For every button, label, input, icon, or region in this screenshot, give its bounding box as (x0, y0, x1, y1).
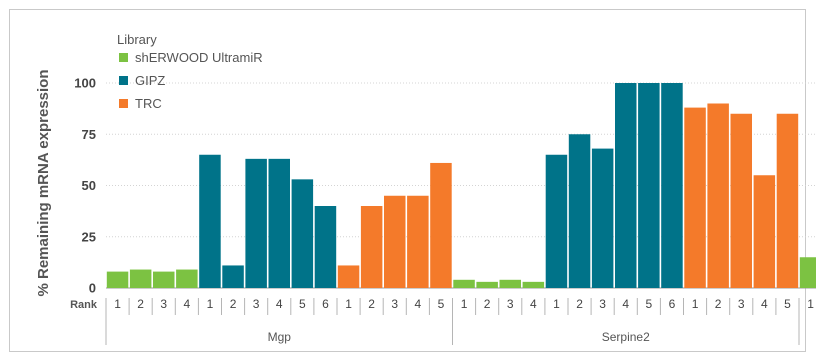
bar (106, 271, 129, 288)
x-tick-label: 1 (461, 297, 468, 311)
legend-label-sherwood: shERWOOD UltramiR (135, 50, 263, 65)
bar (661, 83, 683, 288)
bar (684, 107, 706, 288)
bar (129, 269, 152, 288)
legend-label-gipz: GIPZ (135, 73, 165, 88)
y-tick-label: 75 (82, 127, 96, 142)
y-tick-label: 25 (82, 229, 96, 244)
legend-swatch-sherwood (119, 53, 128, 62)
x-tick-label: 5 (438, 297, 445, 311)
x-tick-label: 5 (784, 297, 791, 311)
bar (314, 206, 337, 288)
x-tick-label: 3 (738, 297, 745, 311)
x-tick-label: 1 (114, 297, 121, 311)
bar (591, 148, 614, 288)
x-tick-label: 2 (230, 297, 237, 311)
y-tick-label: 100 (74, 76, 96, 91)
x-tick-label: 3 (253, 297, 260, 311)
x-tick-label: 1 (207, 297, 214, 311)
bar (707, 103, 729, 288)
x-tick-label: 2 (576, 297, 583, 311)
x-tick-label: 2 (484, 297, 491, 311)
bar (476, 281, 498, 288)
bar (638, 83, 660, 288)
bar (222, 265, 244, 288)
group-label: Serpine2 (602, 330, 650, 344)
bar (776, 113, 799, 288)
bar (153, 271, 175, 288)
x-tick-label: 4 (622, 297, 629, 311)
legend-title: Library (117, 32, 157, 47)
x-tick-label: 1 (345, 297, 352, 311)
bar (753, 175, 776, 288)
x-tick-label: 6 (322, 297, 329, 311)
legend-label-trc: TRC (135, 96, 162, 111)
x-tick-label: 5 (646, 297, 653, 311)
x-tick-label: 6 (669, 297, 676, 311)
x-tick-label: 3 (391, 297, 398, 311)
rank-row-label: Rank (70, 299, 98, 311)
x-tick-label: 1 (692, 297, 699, 311)
bar (545, 154, 568, 288)
bar (291, 179, 314, 288)
bar (407, 195, 429, 288)
bar (615, 83, 637, 288)
chart-frame (9, 9, 806, 352)
bar (499, 279, 521, 288)
x-tick-label: 3 (599, 297, 606, 311)
legend-swatch-gipz (119, 76, 128, 85)
bars-layer (106, 83, 816, 288)
x-tick-label: 4 (184, 297, 191, 311)
group-label: Mgp (268, 330, 292, 344)
x-tick-label: 4 (415, 297, 422, 311)
bar (799, 257, 816, 288)
x-tick-label: 2 (137, 297, 144, 311)
y-axis-label: % Remaining mRNA expression (35, 70, 52, 297)
bar (176, 269, 198, 288)
bar (384, 195, 406, 288)
bar (199, 154, 221, 288)
x-tick-label: 1 (807, 297, 814, 311)
x-tick-label: 3 (507, 297, 514, 311)
bar (522, 281, 545, 288)
axis-layer: 0 25 50 75 100 1 2 3 4 1 2 3 4 5 6 1 2 3 4 5 1 2 3 4 1 2 3 4 5 6 1 2 3 4 5… (74, 76, 814, 345)
bar (245, 158, 267, 288)
x-tick-label: 2 (715, 297, 722, 311)
x-tick-label: 2 (368, 297, 375, 311)
bar (268, 158, 290, 288)
x-tick-label: 4 (530, 297, 537, 311)
legend: Library shERWOOD UltramiR GIPZ TRC (117, 32, 263, 111)
x-tick-label: 5 (299, 297, 306, 311)
x-tick-label: 4 (761, 297, 768, 311)
x-tick-label: 1 (553, 297, 560, 311)
bar (337, 265, 360, 288)
bar (453, 279, 475, 288)
y-tick-label: 0 (89, 281, 96, 296)
x-tick-label: 3 (160, 297, 167, 311)
bar (430, 162, 452, 288)
bar (360, 206, 383, 288)
legend-swatch-trc (119, 99, 128, 108)
bar (730, 113, 752, 288)
y-tick-label: 50 (82, 178, 96, 193)
x-tick-label: 4 (276, 297, 283, 311)
bar (568, 134, 591, 288)
